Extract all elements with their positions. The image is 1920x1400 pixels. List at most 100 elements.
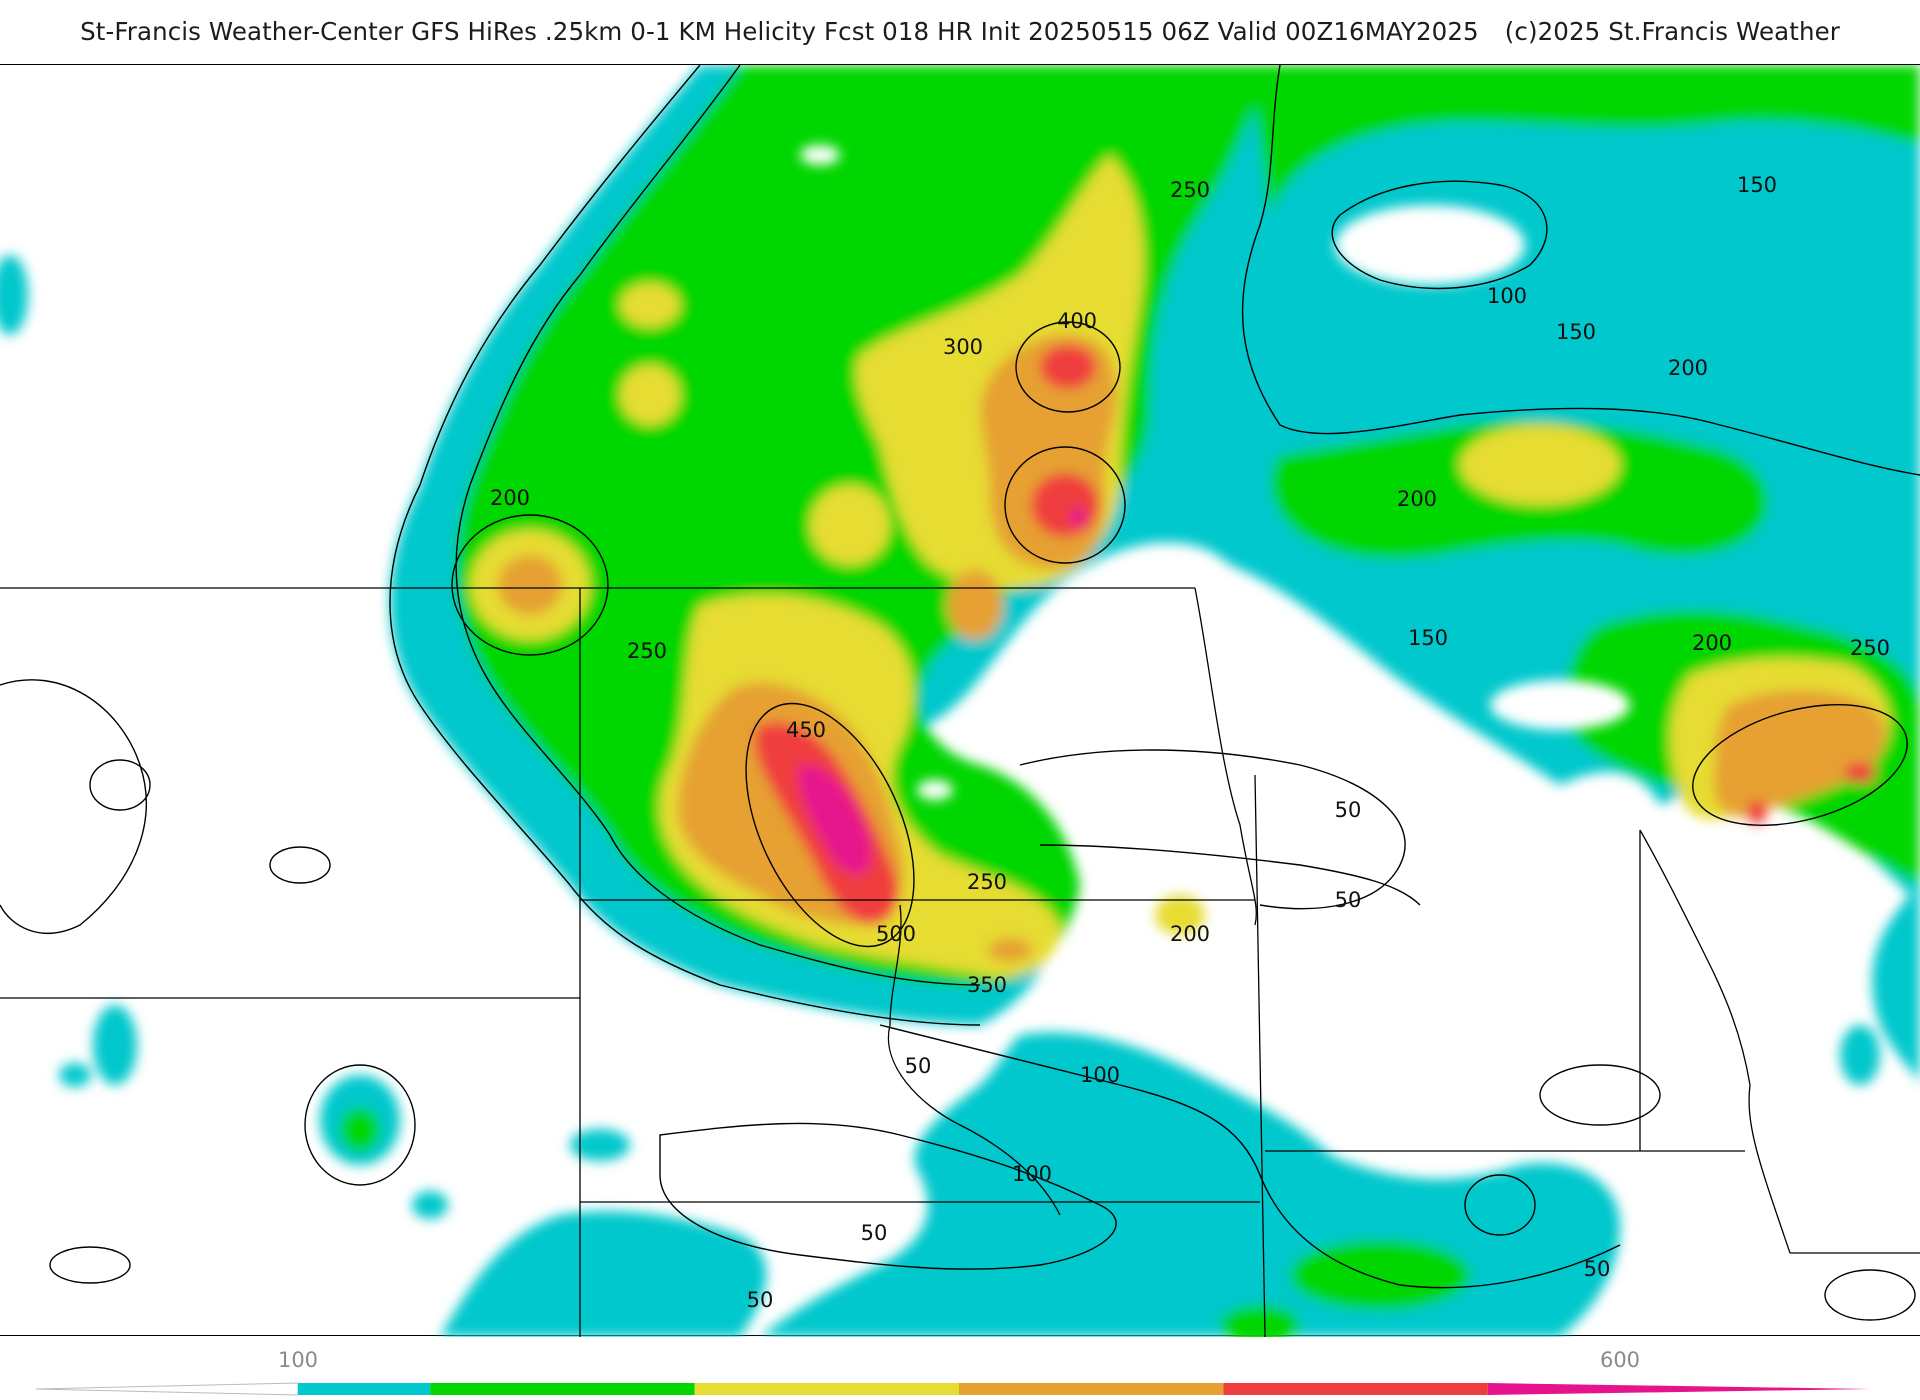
contour-label: 350 <box>967 973 1007 997</box>
contour-label: 450 <box>786 718 826 742</box>
orange-blob-south <box>988 938 1032 962</box>
magenta-blob-north <box>1069 508 1087 526</box>
contour-ring-north <box>1015 321 1121 413</box>
colorbar-bin <box>959 1383 1224 1395</box>
white-hole-w <box>800 145 840 165</box>
contour-ring-small-2 <box>269 846 331 884</box>
contour-label: 150 <box>1556 320 1596 344</box>
contour-west-50 <box>0 679 147 934</box>
red-blob-mid <box>1031 473 1099 537</box>
contour-label: 50 <box>861 1221 888 1245</box>
cyan-region-east-edge <box>1872 885 1920 1085</box>
contour-ring-west <box>451 514 609 656</box>
cyan-blob-west <box>93 1005 137 1085</box>
contour-label: 200 <box>1668 356 1708 380</box>
colorbar-bin <box>35 1382 299 1396</box>
contour-label: 500 <box>876 922 916 946</box>
cyan-region-southwest <box>440 1211 767 1337</box>
contour-lines <box>0 65 1920 1321</box>
contour-ring-mid <box>1004 446 1126 564</box>
contour-label: 250 <box>1850 636 1890 660</box>
contour-label: 100 <box>1012 1162 1052 1186</box>
colorbar-bin <box>298 1383 431 1395</box>
contour-label: 300 <box>943 335 983 359</box>
cyan-blob-west-4 <box>570 1129 630 1161</box>
contour-mid-50 <box>1019 749 1406 910</box>
river-boundary-3 <box>1639 829 1791 1254</box>
white-hole-w2 <box>917 780 953 800</box>
cyan-region-south <box>760 1032 1620 1337</box>
river-boundary <box>1194 587 1257 926</box>
contour-label: 50 <box>1584 1257 1611 1281</box>
white-hole-e <box>1490 680 1630 730</box>
contour-label: 50 <box>905 1054 932 1078</box>
contour-labels: 250 150 100 150 200 400 300 200 200 250 … <box>490 173 1890 1312</box>
orange-blob-mid <box>947 570 1003 640</box>
cyan-blob-far-west <box>0 255 28 335</box>
colorbar-tick-label: 600 <box>1599 1348 1641 1372</box>
state-line-5 <box>1254 774 1266 1337</box>
state-boundaries <box>0 587 1920 1337</box>
contour-label: 200 <box>1692 631 1732 655</box>
red-blob-se-2 <box>1747 800 1767 824</box>
colorbar-bin <box>1487 1383 1870 1395</box>
green-blob-west <box>340 1108 380 1152</box>
contour-east-100 <box>1331 180 1548 290</box>
yellow-blob-mid <box>810 485 890 565</box>
contour-east-150 <box>1241 65 1920 476</box>
contour-ring-sw <box>304 1064 416 1186</box>
contour-label: 250 <box>1170 178 1210 202</box>
contour-outer-west <box>389 65 981 1026</box>
river-boundary-2 <box>887 904 1061 1216</box>
colorbar-strip <box>35 1382 1870 1396</box>
contour-mid-50-b <box>1039 844 1421 906</box>
yellow-blob-nw <box>620 283 680 327</box>
colorbar-bin <box>1223 1383 1488 1395</box>
map-title: St-Francis Weather-Center GFS HiRes .25k… <box>80 16 1479 46</box>
helicity-map: 250 150 100 150 200 400 300 200 200 250 … <box>0 65 1920 1337</box>
contour-label: 150 <box>1737 173 1777 197</box>
green-region-north-east <box>1250 65 1920 215</box>
map-panel: 250 150 100 150 200 400 300 200 200 250 … <box>0 64 1920 1337</box>
contour-label: 200 <box>1397 487 1437 511</box>
colorbar: 100 600 <box>0 1336 1920 1400</box>
colorbar-bin <box>430 1383 695 1395</box>
contour-label: 50 <box>747 1288 774 1312</box>
contour-label: 100 <box>1487 284 1527 308</box>
contour-label: 400 <box>1057 309 1097 333</box>
green-blob-south-2 <box>1220 1305 1300 1337</box>
contour-label: 250 <box>967 870 1007 894</box>
contour-ring-central <box>745 702 915 948</box>
yellow-blob-nw-2 <box>620 365 680 425</box>
white-hole-lake <box>1130 579 1190 611</box>
orange-blob-west <box>498 555 562 615</box>
white-hole-ne <box>1335 205 1525 285</box>
red-blob-north <box>1040 345 1096 389</box>
red-blob-se-1 <box>1844 763 1876 783</box>
white-holes <box>800 145 1630 800</box>
colorbar-tick-label: 100 <box>277 1348 319 1372</box>
contour-label: 250 <box>627 639 667 663</box>
contour-label: 100 <box>1080 1063 1120 1087</box>
contour-label: 200 <box>490 486 530 510</box>
contour-label: 50 <box>1335 888 1362 912</box>
contour-inner-west <box>455 65 981 986</box>
contour-south-50 <box>879 1024 1621 1289</box>
contour-label: 150 <box>1408 626 1448 650</box>
contour-ring-small-6 <box>1824 1269 1916 1321</box>
cyan-blob-west-3 <box>412 1191 448 1219</box>
contour-ring-small-4 <box>1464 1174 1536 1236</box>
copyright-text: (c)2025 St.Francis Weather <box>1504 16 1840 46</box>
helicity-fill-layer <box>0 65 1920 1337</box>
yellow-blob-east <box>1460 425 1620 505</box>
yellow-blob-sw <box>1155 895 1205 935</box>
contour-label: 50 <box>1335 798 1362 822</box>
green-blob-south <box>1290 1240 1470 1310</box>
magenta-region-central <box>797 764 872 875</box>
contour-south-100 <box>659 1122 1117 1270</box>
cyan-blob-far-east <box>1840 1025 1880 1085</box>
contour-ring-se <box>1692 704 1908 826</box>
cyan-blob-west-small <box>59 1063 91 1087</box>
contour-ring-small-5 <box>1539 1064 1661 1126</box>
contour-label: 200 <box>1170 922 1210 946</box>
